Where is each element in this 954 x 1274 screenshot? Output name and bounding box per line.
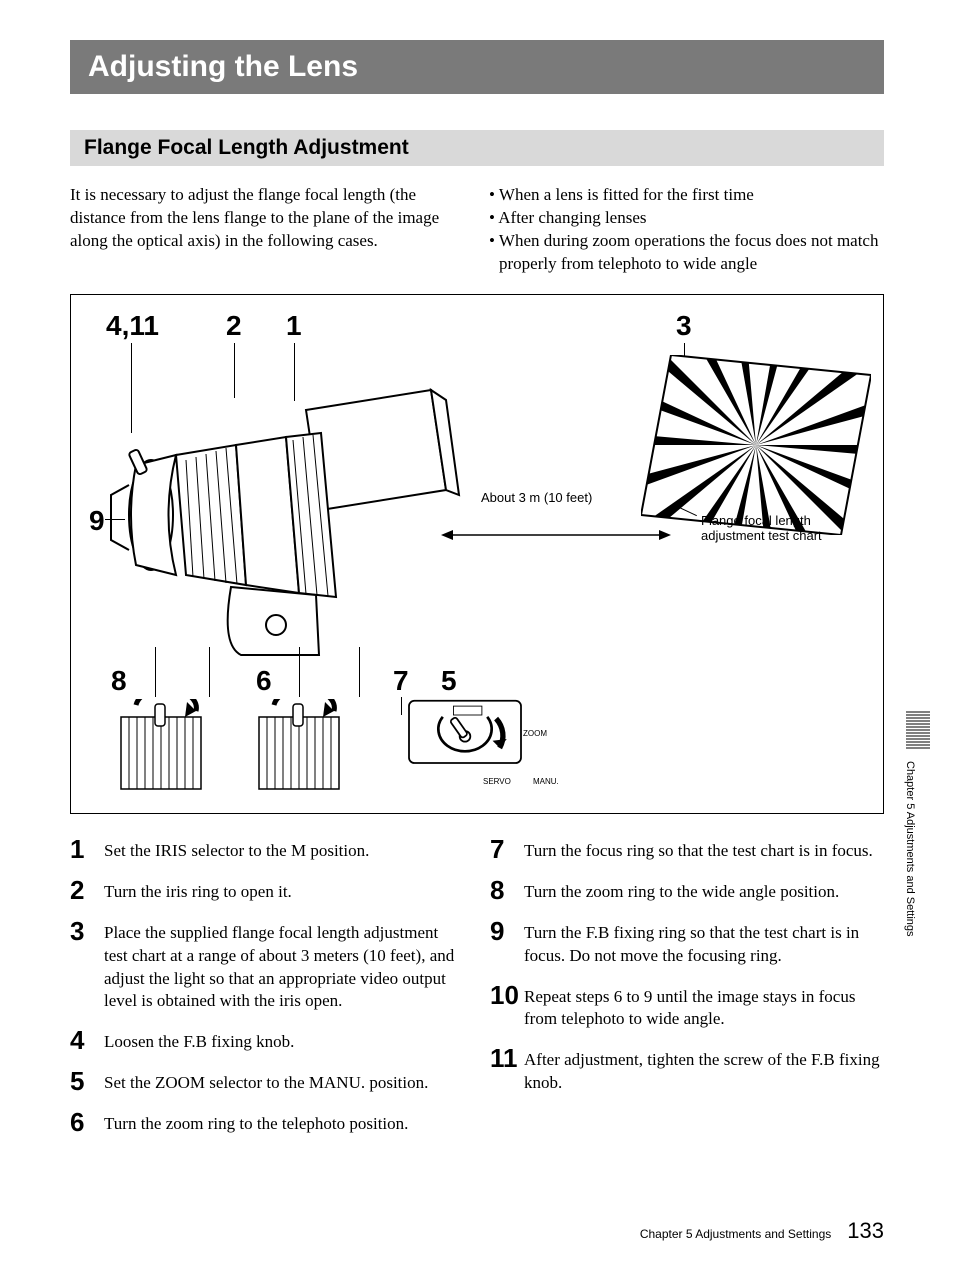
ring-detail-8	[101, 699, 221, 799]
step-item: 10Repeat steps 6 to 9 until the image st…	[490, 982, 884, 1032]
step-item: 8Turn the zoom ring to the wide angle po…	[490, 877, 884, 904]
distance-arrow	[441, 525, 671, 545]
diagram-figure: 4,11 2 1 3 9	[70, 294, 884, 814]
intro-bullet: When a lens is fitted for the first time	[489, 184, 884, 207]
page-footer: Chapter 5 Adjustments and Settings 133	[640, 1218, 884, 1244]
step-text: Turn the focus ring so that the test cha…	[524, 836, 873, 863]
step-text: Repeat steps 6 to 9 until the image stay…	[524, 982, 884, 1032]
step-item: 3Place the supplied flange focal length …	[70, 918, 464, 1014]
page-title-bar: Adjusting the Lens	[70, 40, 884, 94]
page-title: Adjusting the Lens	[88, 50, 358, 83]
step-text: Turn the iris ring to open it.	[104, 877, 292, 904]
step-number: 6	[70, 1109, 104, 1136]
step-text: Loosen the F.B fixing knob.	[104, 1027, 294, 1054]
step-number: 2	[70, 877, 104, 904]
intro-bullet: After changing lenses	[489, 207, 884, 230]
leader-line	[209, 647, 210, 697]
switch-label-zoom: ZOOM	[523, 729, 547, 739]
step-number: 3	[70, 918, 104, 1014]
side-tab-label: Chapter 5 Adjustments and Settings	[904, 761, 916, 937]
footer-chapter: Chapter 5 Adjustments and Settings	[640, 1227, 831, 1241]
side-tab-icon	[904, 710, 932, 750]
step-item: 6Turn the zoom ring to the telephoto pos…	[70, 1109, 464, 1136]
callout-1: 1	[286, 310, 302, 342]
zoom-switch-detail	[405, 699, 525, 779]
step-item: 2Turn the iris ring to open it.	[70, 877, 464, 904]
distance-label: About 3 m (10 feet)	[481, 490, 592, 506]
step-number: 5	[70, 1068, 104, 1095]
step-number: 7	[490, 836, 524, 863]
switch-label-manu: MANU.	[533, 777, 559, 787]
step-text: Set the IRIS selector to the M position.	[104, 836, 369, 863]
step-item: 9Turn the F.B fixing ring so that the te…	[490, 918, 884, 968]
callout-4-11: 4,11	[106, 310, 159, 342]
step-item: 7Turn the focus ring so that the test ch…	[490, 836, 884, 863]
section-heading-bar: Flange Focal Length Adjustment	[70, 130, 884, 166]
lens-illustration	[81, 355, 511, 675]
side-tab: Chapter 5 Adjustments and Settings	[904, 710, 932, 930]
leader-line	[359, 647, 360, 697]
step-item: 4Loosen the F.B fixing knob.	[70, 1027, 464, 1054]
detail-row	[101, 699, 525, 799]
chart-caption-line1: Flange focal length	[701, 513, 811, 528]
step-number: 11	[490, 1045, 524, 1095]
test-chart-illustration	[641, 355, 871, 535]
intro-bullets: When a lens is fitted for the first time…	[489, 184, 884, 276]
step-item: 5Set the ZOOM selector to the MANU. posi…	[70, 1068, 464, 1095]
switch-label-servo: SERVO	[483, 777, 511, 787]
step-text: Set the ZOOM selector to the MANU. posit…	[104, 1068, 428, 1095]
callout-5: 5	[441, 665, 457, 697]
intro-bullet: When during zoom operations the focus do…	[489, 230, 884, 276]
steps-left-column: 1Set the IRIS selector to the M position…	[70, 836, 464, 1150]
step-number: 4	[70, 1027, 104, 1054]
steps-columns: 1Set the IRIS selector to the M position…	[70, 836, 884, 1150]
chart-caption: Flange focal length adjustment test char…	[701, 513, 822, 544]
step-number: 10	[490, 982, 524, 1032]
page-number: 133	[847, 1218, 884, 1244]
step-number: 9	[490, 918, 524, 968]
intro-row: It is necessary to adjust the flange foc…	[70, 184, 884, 276]
callout-8: 8	[111, 665, 127, 697]
step-text: Turn the F.B fixing ring so that the tes…	[524, 918, 884, 968]
steps-right-column: 7Turn the focus ring so that the test ch…	[490, 836, 884, 1150]
intro-paragraph: It is necessary to adjust the flange foc…	[70, 184, 465, 276]
step-item: 11After adjustment, tighten the screw of…	[490, 1045, 884, 1095]
step-number: 8	[490, 877, 524, 904]
step-text: After adjustment, tighten the screw of t…	[524, 1045, 884, 1095]
section-heading: Flange Focal Length Adjustment	[84, 136, 409, 159]
callout-2: 2	[226, 310, 242, 342]
leader-line	[299, 647, 300, 697]
step-item: 1Set the IRIS selector to the M position…	[70, 836, 464, 863]
callout-6: 6	[256, 665, 272, 697]
step-number: 1	[70, 836, 104, 863]
leader-line	[155, 647, 156, 697]
callout-7: 7	[393, 665, 409, 697]
step-text: Turn the zoom ring to the telephoto posi…	[104, 1109, 408, 1136]
callout-3: 3	[676, 310, 692, 342]
step-text: Turn the zoom ring to the wide angle pos…	[524, 877, 839, 904]
step-text: Place the supplied flange focal length a…	[104, 918, 464, 1014]
ring-detail-6	[239, 699, 359, 799]
chart-caption-line2: adjustment test chart	[701, 528, 822, 543]
